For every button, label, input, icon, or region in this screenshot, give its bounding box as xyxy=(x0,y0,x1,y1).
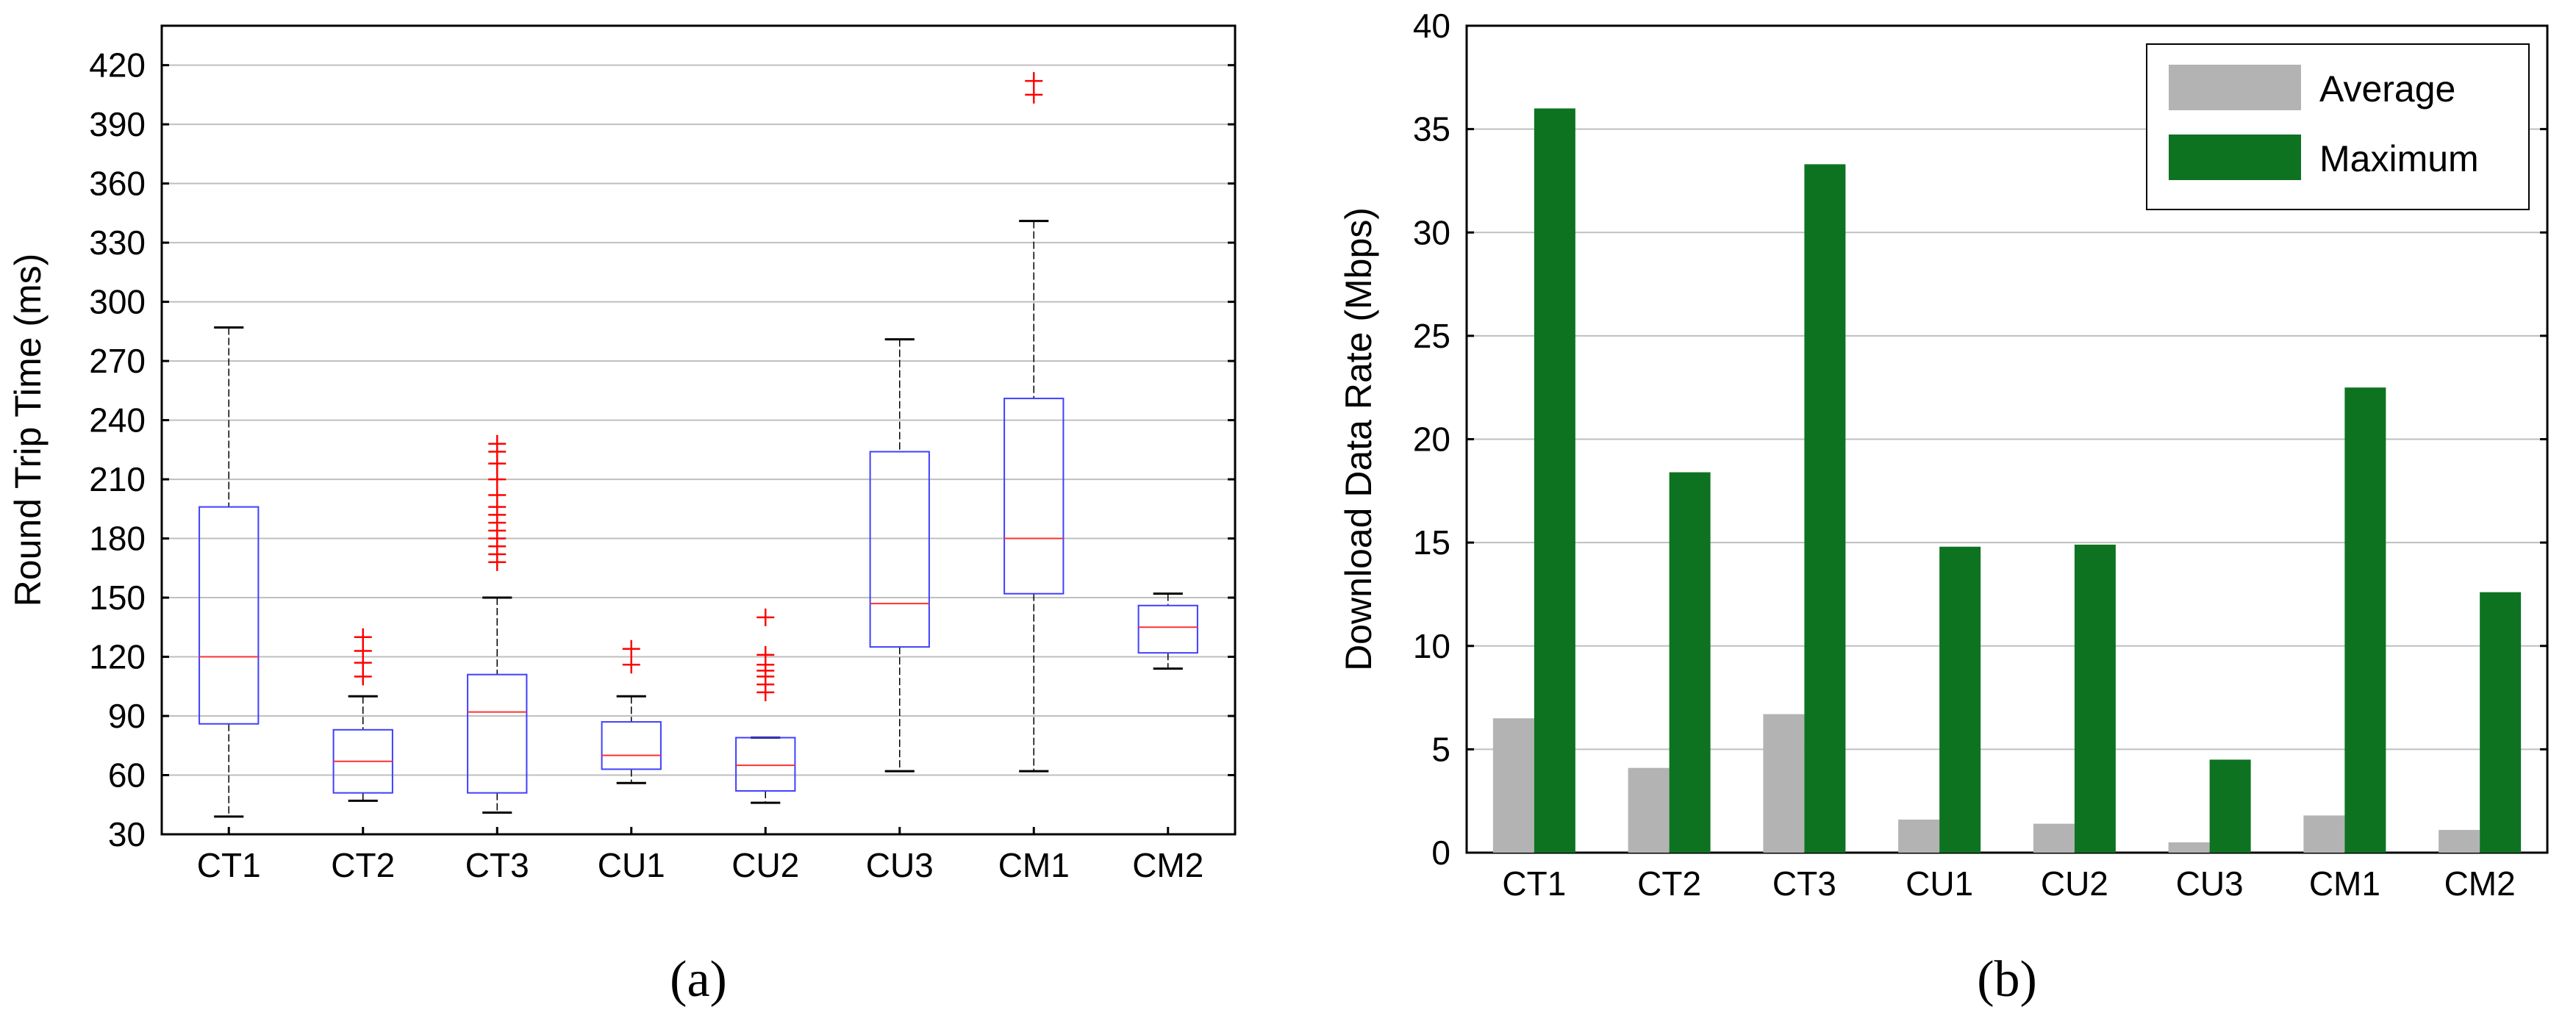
outlier-point xyxy=(488,470,507,489)
y-tick-label: 15 xyxy=(1413,523,1450,562)
bar-maximum xyxy=(1669,472,1711,853)
outlier-point xyxy=(622,640,640,658)
y-tick-label: 390 xyxy=(89,105,146,143)
plot-frame xyxy=(1465,24,2549,854)
box-iqr xyxy=(1003,398,1065,595)
bar-maximum xyxy=(1534,108,1575,853)
y-tick-label: 0 xyxy=(1431,834,1450,872)
x-tick-label: CM2 xyxy=(1132,846,1203,884)
bar-average xyxy=(1628,767,1670,853)
x-tick-label: CU1 xyxy=(1906,864,1973,903)
y-tick-label: 180 xyxy=(89,520,146,558)
box-iqr xyxy=(467,673,528,794)
panel-label-b: (b) xyxy=(1977,951,2037,1008)
bar-average xyxy=(2168,842,2210,853)
y-tick-label: 120 xyxy=(89,638,146,676)
bar-chart-panel: 0 5 10 15 20 25 30 35 40 CT1 CT2 CT3 CU1 CU2 CU3 CM1 CM2… xyxy=(1338,7,2549,1008)
x-tick-label: CT1 xyxy=(1502,864,1566,903)
y-tick-label: 30 xyxy=(108,815,146,853)
outlier-point xyxy=(488,486,507,504)
x-tick-label: CU3 xyxy=(866,846,934,884)
x-tick-label: CT3 xyxy=(1772,864,1836,903)
bar-average xyxy=(2439,830,2480,853)
legend: Average Maximum xyxy=(2146,43,2530,210)
x-tick-label: CT3 xyxy=(465,846,529,884)
x-tick-label: CU2 xyxy=(2041,864,2108,903)
outlier-point xyxy=(488,434,507,453)
y-tick-label: 210 xyxy=(89,460,146,498)
legend-label: Maximum xyxy=(2319,138,2479,179)
y-tick-label: 30 xyxy=(1413,213,1450,251)
y-tick-label: 20 xyxy=(1413,420,1450,459)
legend-label: Average xyxy=(2319,68,2455,110)
x-tick-label: CU1 xyxy=(598,846,665,884)
y-tick-label: 270 xyxy=(89,342,146,380)
outlier-point xyxy=(622,656,640,674)
y-axis-label: Round Trip Time (ms) xyxy=(7,254,49,607)
box-plot-panel: 30 60 90 120 150 180 210 240 270 300 330 360 390 420 C… xyxy=(7,24,1237,1008)
bar-average xyxy=(1898,820,1940,853)
bar-maximum xyxy=(2209,759,2251,853)
bar-maximum xyxy=(2480,592,2522,853)
y-tick-label: 25 xyxy=(1413,317,1450,355)
bar-maximum xyxy=(2344,387,2386,853)
y-tick-label: 360 xyxy=(89,165,146,203)
outlier-point xyxy=(354,628,372,646)
y-tick-label: 35 xyxy=(1413,110,1450,148)
panel-label-a: (a) xyxy=(670,951,727,1008)
y-tick-label: 40 xyxy=(1413,7,1450,45)
y-tick-label: 420 xyxy=(89,46,146,85)
y-tick-label: 90 xyxy=(108,697,146,735)
x-tick-label: CM1 xyxy=(998,846,1070,884)
box-iqr xyxy=(601,721,662,770)
box-iqr xyxy=(198,506,260,725)
plot-frame xyxy=(160,24,1237,836)
x-tick-label: CT1 xyxy=(197,846,261,884)
bar-average xyxy=(1763,714,1805,853)
box-iqr xyxy=(1137,604,1198,654)
y-tick-label: 150 xyxy=(89,578,146,617)
x-tick-label: CU3 xyxy=(2176,864,2244,903)
y-tick-label: 5 xyxy=(1431,730,1450,768)
x-tick-label: CT2 xyxy=(331,846,395,884)
y-tick-label: 300 xyxy=(89,283,146,321)
y-tick-label: 330 xyxy=(89,223,146,262)
x-tick-label: CM2 xyxy=(2444,864,2516,903)
box-iqr xyxy=(735,737,796,792)
y-tick-label: 240 xyxy=(89,401,146,440)
x-tick-label: CM1 xyxy=(2309,864,2380,903)
outlier-point xyxy=(1025,72,1043,90)
legend-swatch xyxy=(2169,135,2301,180)
x-tick-label: CU2 xyxy=(731,846,799,884)
y-tick-label: 10 xyxy=(1413,627,1450,665)
outlier-point xyxy=(756,608,775,626)
box-iqr xyxy=(869,451,930,648)
bar-average xyxy=(1492,718,1534,853)
bar-maximum xyxy=(1804,164,1846,853)
bar-average xyxy=(2303,815,2345,853)
x-tick-label: CT2 xyxy=(1637,864,1701,903)
outlier-point xyxy=(756,645,775,664)
bar-maximum xyxy=(1939,546,1981,853)
bar-maximum xyxy=(2074,544,2116,853)
y-tick-label: 60 xyxy=(108,756,146,795)
legend-swatch xyxy=(2169,65,2301,110)
y-axis-label: Download Data Rate (Mbps) xyxy=(1338,207,1379,671)
bar-average xyxy=(2033,823,2075,853)
